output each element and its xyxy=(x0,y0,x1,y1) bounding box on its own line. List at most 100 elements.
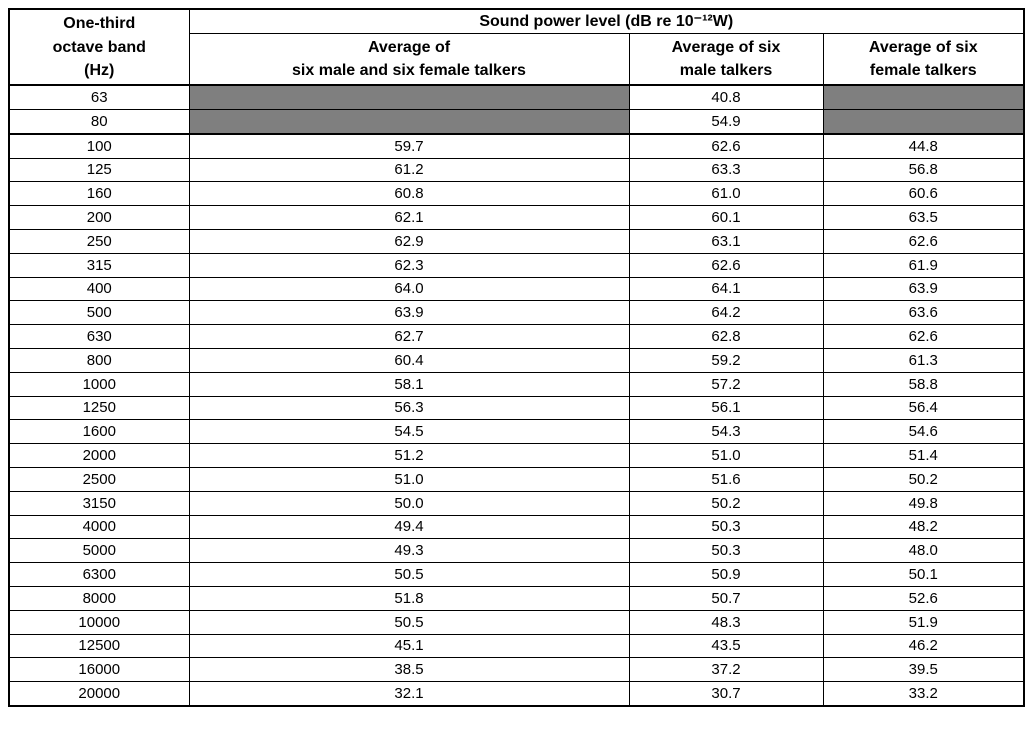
avg-all-cell: 61.2 xyxy=(188,157,630,183)
avg-male-cell: 54.9 xyxy=(628,108,824,135)
avg-all-cell: 50.5 xyxy=(188,609,630,635)
table-row: 3150 50.0 50.2 49.8 xyxy=(8,490,1025,516)
column-header-avg-male: Average of six male talkers xyxy=(628,33,824,87)
avg-male-cell: 63.3 xyxy=(628,157,824,183)
avg-male-cell: 57.2 xyxy=(628,371,824,397)
table-row: 16000 38.5 37.2 39.5 xyxy=(8,657,1025,683)
avg-female-cell: 58.8 xyxy=(822,371,1025,397)
avg-male-cell: 54.3 xyxy=(628,419,824,445)
table-row: 400 64.0 64.1 63.9 xyxy=(8,276,1025,302)
table-row: 160 60.8 61.0 60.6 xyxy=(8,181,1025,207)
table-header: One-third octave band (Hz) Sound power l… xyxy=(8,8,1025,87)
avg-female-cell: 39.5 xyxy=(822,657,1025,683)
table-row: 80 54.9 xyxy=(8,108,1025,135)
avg-male-cell: 30.7 xyxy=(628,681,824,707)
table-row: 315 62.3 62.6 61.9 xyxy=(8,252,1025,278)
avg-female-cell: 61.3 xyxy=(822,347,1025,373)
avg-female-cell: 33.2 xyxy=(822,681,1025,707)
avg-female-cell: 63.6 xyxy=(822,300,1025,326)
avg-female-cell: 62.6 xyxy=(822,228,1025,254)
table-row: 500 63.9 64.2 63.6 xyxy=(8,300,1025,326)
avg-female-cell: 44.8 xyxy=(822,133,1025,159)
avg-all-cell xyxy=(188,84,630,110)
band-cell: 2000 xyxy=(8,443,190,468)
avg-all-cell: 51.0 xyxy=(188,466,630,492)
avg-all-cell: 50.0 xyxy=(188,490,630,516)
table-row: 8000 51.8 50.7 52.6 xyxy=(8,585,1025,611)
table-row: 5000 49.3 50.3 48.0 xyxy=(8,538,1025,564)
avg-female-cell: 51.4 xyxy=(822,443,1025,468)
avg-female-cell: 56.4 xyxy=(822,395,1025,421)
table-row: 200 62.1 60.1 63.5 xyxy=(8,205,1025,230)
band-cell: 20000 xyxy=(8,681,190,707)
table-row: 4000 49.4 50.3 48.2 xyxy=(8,514,1025,540)
avg-all-cell: 62.3 xyxy=(188,252,630,278)
avg-female-cell xyxy=(822,108,1025,135)
avg-female-cell: 63.9 xyxy=(822,276,1025,302)
avg-male-cell: 62.6 xyxy=(628,252,824,278)
table-row: 800 60.4 59.2 61.3 xyxy=(8,347,1025,373)
avg-all-cell: 50.5 xyxy=(188,562,630,587)
band-cell: 630 xyxy=(8,324,190,349)
avg-female-cell: 63.5 xyxy=(822,205,1025,230)
avg-female-cell: 50.1 xyxy=(822,562,1025,587)
band-cell: 16000 xyxy=(8,657,190,683)
table-row: 12500 45.1 43.5 46.2 xyxy=(8,633,1025,659)
avg-male-cell: 62.6 xyxy=(628,133,824,159)
avg-male-cell: 43.5 xyxy=(628,633,824,659)
band-cell: 125 xyxy=(8,157,190,183)
avg-female-cell: 61.9 xyxy=(822,252,1025,278)
avg-male-cell: 50.2 xyxy=(628,490,824,516)
column-header-avg-female: Average of six female talkers xyxy=(822,33,1025,87)
band-cell: 800 xyxy=(8,347,190,373)
avg-male-cell: 56.1 xyxy=(628,395,824,421)
avg-male-cell: 48.3 xyxy=(628,609,824,635)
avg-all-cell: 54.5 xyxy=(188,419,630,445)
table-row: 1600 54.5 54.3 54.6 xyxy=(8,419,1025,445)
avg-male-cell: 59.2 xyxy=(628,347,824,373)
band-cell: 1000 xyxy=(8,371,190,397)
avg-all-cell: 62.9 xyxy=(188,228,630,254)
band-cell: 1250 xyxy=(8,395,190,421)
header-row-sub: Average of six male and six female talke… xyxy=(9,33,1025,87)
avg-male-cell: 37.2 xyxy=(628,657,824,683)
table-row: 2000 51.2 51.0 51.4 xyxy=(8,443,1025,468)
avg-female-cell: 56.8 xyxy=(822,157,1025,183)
avg-all-cell: 51.8 xyxy=(188,585,630,611)
band-cell: 400 xyxy=(8,276,190,302)
table-row: 10000 50.5 48.3 51.9 xyxy=(8,609,1025,635)
table-row: 630 62.7 62.8 62.6 xyxy=(8,324,1025,349)
avg-all-cell: 64.0 xyxy=(188,276,630,302)
band-cell: 315 xyxy=(8,252,190,278)
table-row: 1250 56.3 56.1 56.4 xyxy=(8,395,1025,421)
avg-female-cell: 52.6 xyxy=(822,585,1025,611)
avg-all-cell xyxy=(188,108,630,135)
avg-male-cell: 64.2 xyxy=(628,300,824,326)
avg-male-cell: 63.1 xyxy=(628,228,824,254)
table-row: 6300 50.5 50.9 50.1 xyxy=(8,562,1025,587)
band-cell: 10000 xyxy=(8,609,190,635)
band-cell: 2500 xyxy=(8,466,190,492)
avg-male-cell: 51.6 xyxy=(628,466,824,492)
sound-power-level-table: One-third octave band (Hz) Sound power l… xyxy=(8,8,1026,707)
avg-male-cell: 62.8 xyxy=(628,324,824,349)
band-cell: 4000 xyxy=(8,514,190,540)
band-cell: 250 xyxy=(8,228,190,254)
avg-female-cell xyxy=(822,84,1025,110)
band-cell: 160 xyxy=(8,181,190,207)
avg-female-cell: 51.9 xyxy=(822,609,1025,635)
table-title: Sound power level (dB re 10⁻¹²W) xyxy=(188,8,1025,35)
table-row: 125 61.2 63.3 56.8 xyxy=(8,157,1025,183)
header-row-main: One-third octave band (Hz) Sound power l… xyxy=(8,8,1025,87)
avg-male-cell: 64.1 xyxy=(628,276,824,302)
band-cell: 63 xyxy=(8,84,190,110)
avg-all-cell: 62.7 xyxy=(188,324,630,349)
avg-male-cell: 50.3 xyxy=(628,514,824,540)
avg-all-cell: 60.8 xyxy=(188,181,630,207)
avg-all-cell: 49.4 xyxy=(188,514,630,540)
band-cell: 8000 xyxy=(8,585,190,611)
table-body: 63 40.8 80 54.9 100 59.7 62.6 44.8 125 6… xyxy=(8,84,1025,707)
band-cell: 80 xyxy=(8,108,190,135)
table-row: 100 59.7 62.6 44.8 xyxy=(8,133,1025,159)
avg-female-cell: 54.6 xyxy=(822,419,1025,445)
